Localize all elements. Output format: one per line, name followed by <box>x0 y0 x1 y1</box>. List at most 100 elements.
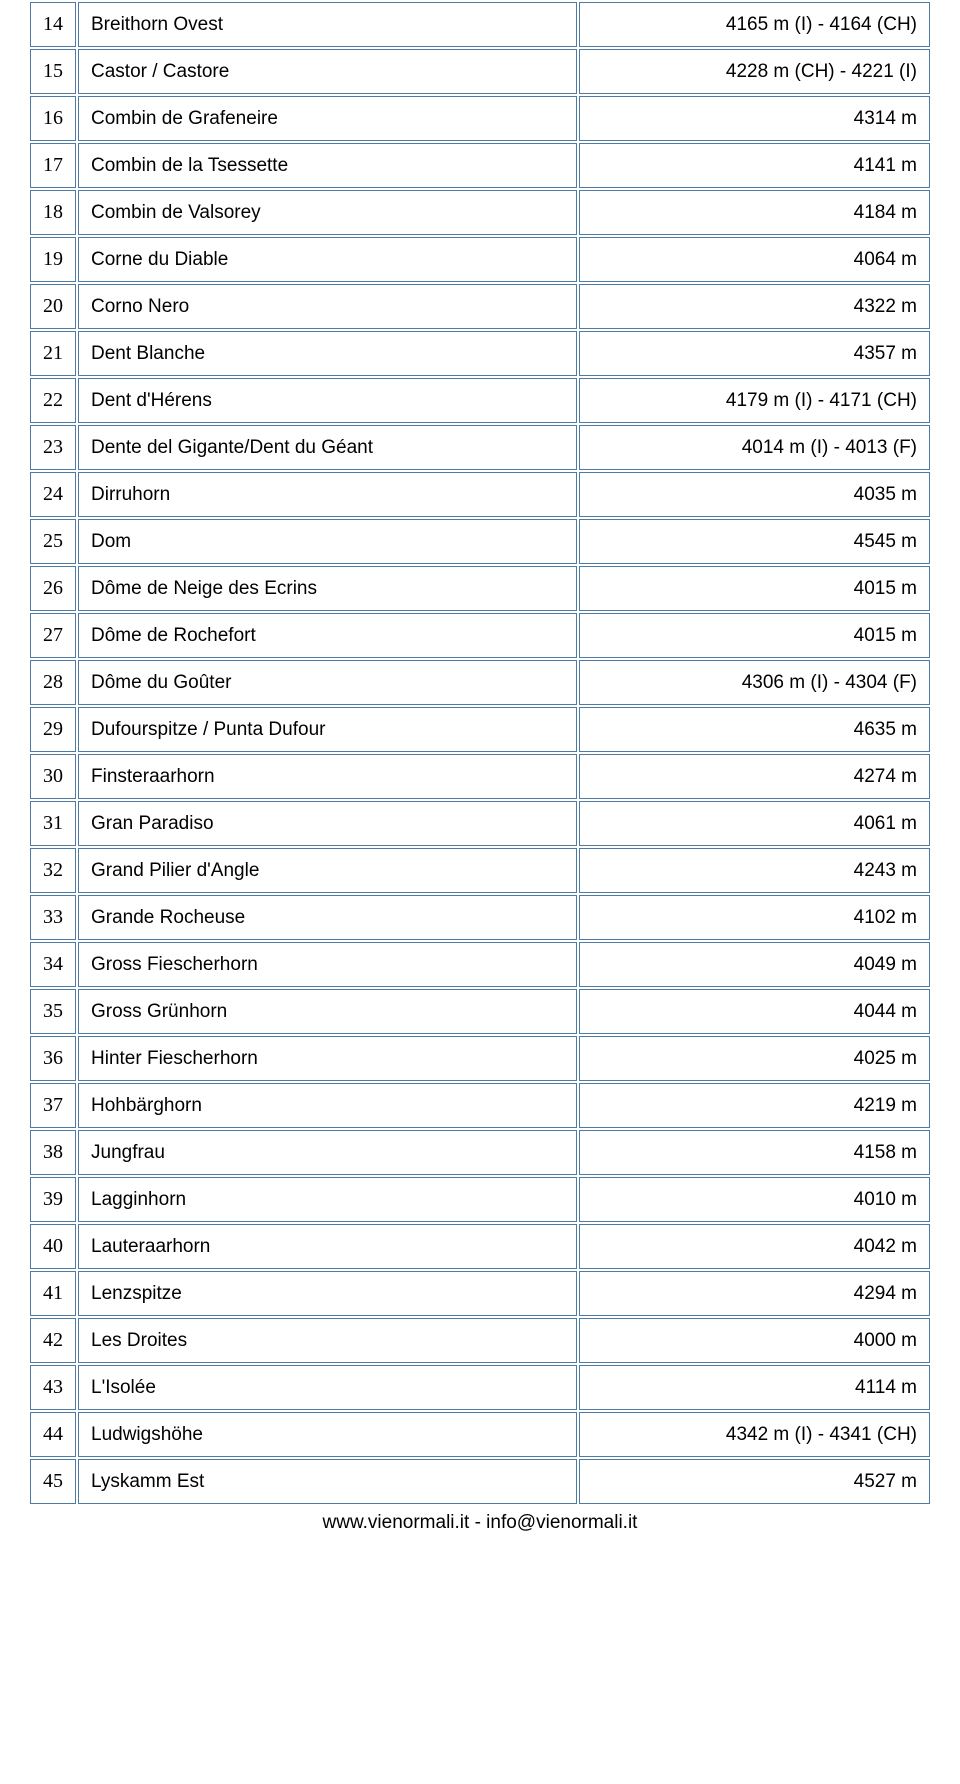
table-row: 44Ludwigshöhe4342 m (I) - 4341 (CH) <box>30 1412 930 1457</box>
row-number: 42 <box>30 1318 76 1363</box>
table-row: 16Combin de Grafeneire4314 m <box>30 96 930 141</box>
row-number: 36 <box>30 1036 76 1081</box>
mountain-elevation: 4049 m <box>579 942 930 987</box>
mountain-name: Combin de Valsorey <box>78 190 577 235</box>
table-row: 35Gross Grünhorn4044 m <box>30 989 930 1034</box>
mountain-name: Dom <box>78 519 577 564</box>
row-number: 17 <box>30 143 76 188</box>
table-row: 40Lauteraarhorn4042 m <box>30 1224 930 1269</box>
mountain-name: Dirruhorn <box>78 472 577 517</box>
mountain-elevation: 4179 m (I) - 4171 (CH) <box>579 378 930 423</box>
mountain-elevation: 4042 m <box>579 1224 930 1269</box>
mountain-elevation: 4314 m <box>579 96 930 141</box>
table-row: 24Dirruhorn4035 m <box>30 472 930 517</box>
mountain-name: Corno Nero <box>78 284 577 329</box>
mountain-name: Dufourspitze / Punta Dufour <box>78 707 577 752</box>
mountain-elevation: 4243 m <box>579 848 930 893</box>
mountain-name: Dôme de Neige des Ecrins <box>78 566 577 611</box>
mountain-name: Dent Blanche <box>78 331 577 376</box>
row-number: 22 <box>30 378 76 423</box>
table-row: 36Hinter Fiescherhorn4025 m <box>30 1036 930 1081</box>
mountain-name: Hohbärghorn <box>78 1083 577 1128</box>
table-row: 31Gran Paradiso4061 m <box>30 801 930 846</box>
mountain-name: Lagginhorn <box>78 1177 577 1222</box>
table-row: 43L'Isolée4114 m <box>30 1365 930 1410</box>
mountain-name: Lenzspitze <box>78 1271 577 1316</box>
mountain-name: L'Isolée <box>78 1365 577 1410</box>
mountain-elevation: 4014 m (I) - 4013 (F) <box>579 425 930 470</box>
mountain-name: Gran Paradiso <box>78 801 577 846</box>
table-row: 15Castor / Castore4228 m (CH) - 4221 (I) <box>30 49 930 94</box>
table-row: 38Jungfrau4158 m <box>30 1130 930 1175</box>
mountain-elevation: 4527 m <box>579 1459 930 1504</box>
table-row: 27Dôme de Rochefort4015 m <box>30 613 930 658</box>
mountain-name: Hinter Fiescherhorn <box>78 1036 577 1081</box>
mountain-elevation: 4000 m <box>579 1318 930 1363</box>
row-number: 27 <box>30 613 76 658</box>
row-number: 45 <box>30 1459 76 1504</box>
mountain-name: Combin de la Tsessette <box>78 143 577 188</box>
mountain-elevation: 4545 m <box>579 519 930 564</box>
mountain-name: Gross Grünhorn <box>78 989 577 1034</box>
table-row: 28Dôme du Goûter4306 m (I) - 4304 (F) <box>30 660 930 705</box>
mountain-name: Lyskamm Est <box>78 1459 577 1504</box>
row-number: 31 <box>30 801 76 846</box>
row-number: 18 <box>30 190 76 235</box>
table-row: 21Dent Blanche4357 m <box>30 331 930 376</box>
row-number: 33 <box>30 895 76 940</box>
page-footer: www.vienormali.it - info@vienormali.it <box>28 1506 932 1534</box>
row-number: 28 <box>30 660 76 705</box>
mountain-elevation: 4306 m (I) - 4304 (F) <box>579 660 930 705</box>
row-number: 40 <box>30 1224 76 1269</box>
row-number: 38 <box>30 1130 76 1175</box>
mountain-elevation: 4342 m (I) - 4341 (CH) <box>579 1412 930 1457</box>
mountain-elevation: 4141 m <box>579 143 930 188</box>
table-row: 17Combin de la Tsessette4141 m <box>30 143 930 188</box>
row-number: 44 <box>30 1412 76 1457</box>
mountain-name: Les Droites <box>78 1318 577 1363</box>
mountain-name: Dôme du Goûter <box>78 660 577 705</box>
row-number: 23 <box>30 425 76 470</box>
mountain-elevation: 4015 m <box>579 613 930 658</box>
table-row: 29Dufourspitze / Punta Dufour4635 m <box>30 707 930 752</box>
table-row: 18Combin de Valsorey4184 m <box>30 190 930 235</box>
mountain-elevation: 4035 m <box>579 472 930 517</box>
mountain-elevation: 4025 m <box>579 1036 930 1081</box>
row-number: 43 <box>30 1365 76 1410</box>
mountain-name: Dent d'Hérens <box>78 378 577 423</box>
row-number: 14 <box>30 2 76 47</box>
mountains-table: 14Breithorn Ovest4165 m (I) - 4164 (CH)1… <box>28 0 932 1506</box>
mountain-elevation: 4322 m <box>579 284 930 329</box>
row-number: 15 <box>30 49 76 94</box>
table-row: 14Breithorn Ovest4165 m (I) - 4164 (CH) <box>30 2 930 47</box>
row-number: 32 <box>30 848 76 893</box>
row-number: 29 <box>30 707 76 752</box>
row-number: 41 <box>30 1271 76 1316</box>
row-number: 39 <box>30 1177 76 1222</box>
row-number: 21 <box>30 331 76 376</box>
table-row: 22Dent d'Hérens4179 m (I) - 4171 (CH) <box>30 378 930 423</box>
table-row: 41Lenzspitze4294 m <box>30 1271 930 1316</box>
mountain-elevation: 4165 m (I) - 4164 (CH) <box>579 2 930 47</box>
mountain-name: Lauteraarhorn <box>78 1224 577 1269</box>
page-container: 14Breithorn Ovest4165 m (I) - 4164 (CH)1… <box>0 0 960 1554</box>
table-row: 34Gross Fiescherhorn4049 m <box>30 942 930 987</box>
mountain-name: Jungfrau <box>78 1130 577 1175</box>
mountain-elevation: 4274 m <box>579 754 930 799</box>
mountain-name: Finsteraarhorn <box>78 754 577 799</box>
table-row: 37Hohbärghorn4219 m <box>30 1083 930 1128</box>
table-row: 30Finsteraarhorn4274 m <box>30 754 930 799</box>
table-row: 26Dôme de Neige des Ecrins4015 m <box>30 566 930 611</box>
row-number: 24 <box>30 472 76 517</box>
mountains-table-body: 14Breithorn Ovest4165 m (I) - 4164 (CH)1… <box>30 2 930 1504</box>
row-number: 25 <box>30 519 76 564</box>
row-number: 19 <box>30 237 76 282</box>
row-number: 30 <box>30 754 76 799</box>
row-number: 20 <box>30 284 76 329</box>
mountain-name: Grand Pilier d'Angle <box>78 848 577 893</box>
table-row: 25Dom4545 m <box>30 519 930 564</box>
mountain-elevation: 4064 m <box>579 237 930 282</box>
mountain-name: Corne du Diable <box>78 237 577 282</box>
table-row: 23Dente del Gigante/Dent du Géant4014 m … <box>30 425 930 470</box>
mountain-elevation: 4357 m <box>579 331 930 376</box>
